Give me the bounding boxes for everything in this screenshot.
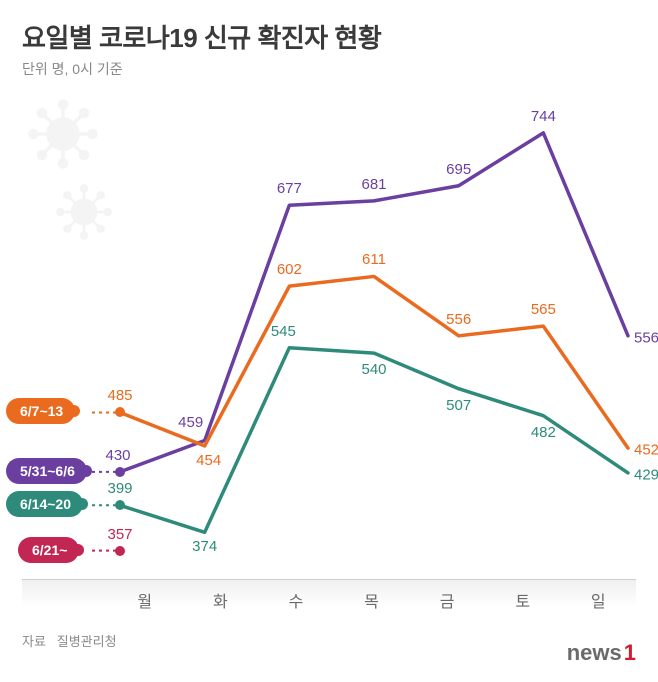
series-start-dot (115, 546, 125, 556)
x-axis-label: 토 (485, 580, 561, 619)
chart-area: 430 459 677 681 695 744 556 485 454 602 611 556 565 4… (0, 89, 658, 579)
value-label: 399 (107, 480, 132, 497)
value-label: 374 (192, 538, 217, 555)
source-label: 자료 (22, 634, 46, 649)
legend-pill: 6/14~20 (6, 491, 83, 517)
chart-source: 자료 질병관리청 (0, 619, 658, 650)
value-label: 545 (271, 323, 296, 340)
value-label: 429 (634, 466, 658, 483)
value-label: 452 (634, 442, 658, 459)
series-start-dot (115, 407, 125, 417)
value-label: 357 (107, 526, 132, 543)
brand-logo: news1 (567, 640, 636, 666)
value-label: 540 (361, 361, 386, 378)
value-label: 485 (107, 387, 132, 404)
brand-text: news (567, 640, 622, 666)
x-axis-label: 일 (560, 580, 636, 619)
value-label: 602 (277, 261, 302, 278)
value-label: 556 (634, 329, 658, 346)
brand-suffix: 1 (624, 640, 636, 666)
value-label: 695 (446, 161, 471, 178)
chart-title: 요일별 코로나19 신규 확진자 현황 (0, 0, 658, 59)
value-label: 681 (361, 176, 386, 193)
x-axis-label: 화 (183, 580, 259, 619)
x-axis: 월화수목금토일 (22, 579, 636, 619)
value-label: 677 (277, 180, 302, 197)
legend-pill: 5/31~6/6 (6, 458, 87, 484)
legend-pill: 6/21~ (18, 537, 79, 563)
series-start-dot (115, 467, 125, 477)
series-start-dot (115, 500, 125, 510)
value-label: 565 (531, 301, 556, 318)
value-label: 430 (105, 447, 130, 464)
value-label: 482 (531, 424, 556, 441)
chart-subtitle: 단위 명, 0시 기준 (0, 59, 658, 79)
value-label: 459 (178, 414, 203, 431)
legend-pill: 6/7~13 (6, 398, 75, 424)
value-label: 454 (196, 452, 221, 469)
line-chart-svg (0, 89, 658, 579)
x-axis-label: 목 (334, 580, 410, 619)
value-label: 744 (531, 108, 556, 125)
value-label: 507 (446, 397, 471, 414)
x-axis-label: 월 (107, 580, 183, 619)
x-axis-label: 수 (258, 580, 334, 619)
source-value: 질병관리청 (57, 634, 117, 649)
x-axis-label: 금 (409, 580, 485, 619)
value-label: 611 (362, 251, 386, 268)
value-label: 556 (446, 311, 471, 328)
